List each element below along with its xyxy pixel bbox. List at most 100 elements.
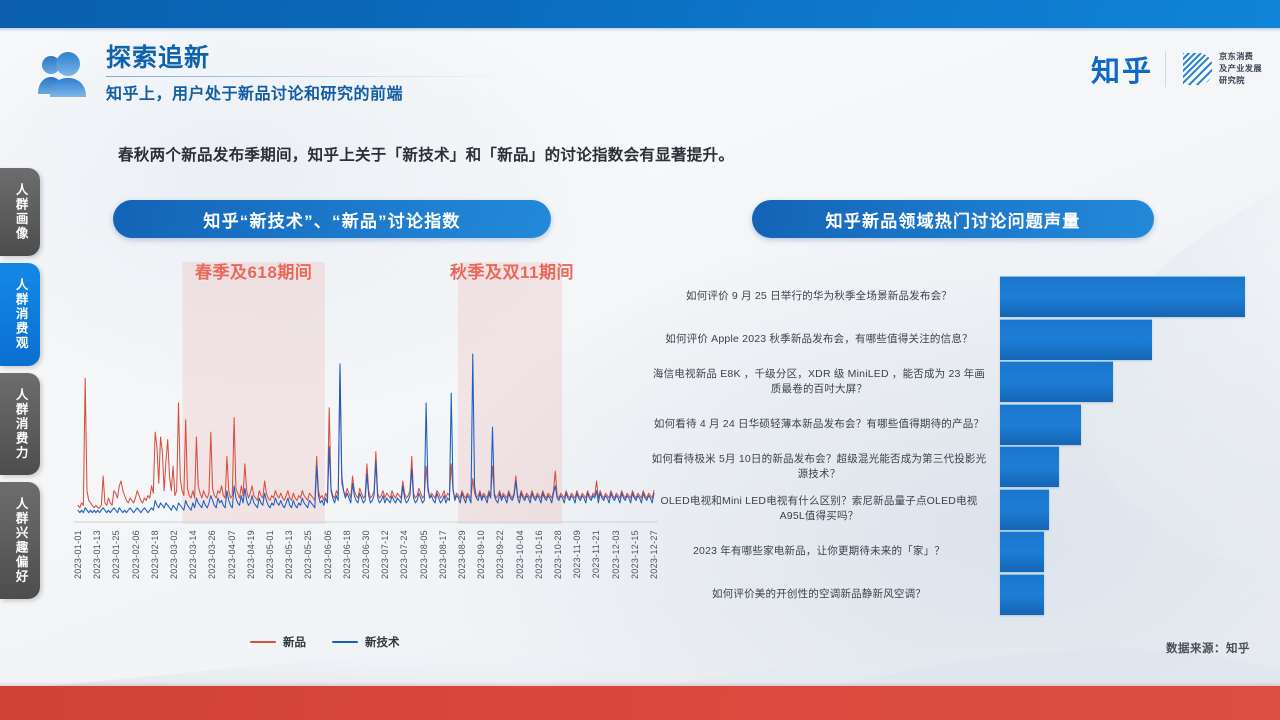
page-subtitle: 知乎上，用户处于新品讨论和研究的前端 xyxy=(106,85,404,103)
bottom-band xyxy=(0,686,1280,720)
zhihu-logo: 知乎 xyxy=(1091,56,1154,88)
sidebar-item-label: 人群兴趣偏好 xyxy=(13,497,28,584)
sidebar-item-renqunxiaofeiguan[interactable]: 人群消费观 xyxy=(0,263,40,366)
x-tick-label: 2023-04-19 xyxy=(245,530,256,580)
bar-chart: 如何评价 9 月 25 日举行的华为秋季全场景新品发布会？ 如何评价 Apple … xyxy=(650,276,1260,616)
jd-mark-icon xyxy=(1178,50,1214,88)
x-tick-label: 2023-01-01 xyxy=(73,530,83,580)
jd-text-line-1: 京东消费 xyxy=(1219,51,1254,61)
x-tick-label: 2023-12-15 xyxy=(629,530,640,580)
legend-label: 新品 xyxy=(283,637,306,649)
x-tick-label: 2023-01-25 xyxy=(111,530,122,580)
people-icon xyxy=(36,50,92,102)
top-band-shadow xyxy=(0,28,1280,32)
bar[interactable] xyxy=(1000,318,1152,360)
legend-item-xinpin: 新品 xyxy=(250,634,306,650)
header-text: 探索追新 知乎上，用户处于新品讨论和研究的前端 xyxy=(106,44,506,106)
x-tick-label: 2023-02-06 xyxy=(130,530,141,580)
x-tick-label: 2023-10-04 xyxy=(514,530,525,580)
jd-institute-logo: 京东消费 及产业发展 研究院 xyxy=(1178,50,1262,88)
bar-track xyxy=(1000,276,1260,317)
question-label: 如何评价 Apple 2023 秋季新品发布会，有哪些值得关注的信息？ xyxy=(665,332,973,345)
annotation-autumn: 秋季及双11期间 xyxy=(450,263,574,282)
x-tick-label: 2023-01-13 xyxy=(92,530,103,580)
sidebar-item-renqunxiaofeili[interactable]: 人群消费力 xyxy=(0,372,40,475)
sidebar-item-label: 人群画像 xyxy=(13,183,28,241)
x-tick-label: 2023-03-14 xyxy=(188,530,199,580)
top-band xyxy=(0,0,1280,28)
bar-track xyxy=(1000,403,1260,445)
x-tick-label: 2023-10-28 xyxy=(553,530,563,580)
x-tick-label: 2023-09-22 xyxy=(495,530,506,580)
x-tick-label: 2023-07-24 xyxy=(399,530,410,580)
jd-institute-text: 京东消费 及产业发展 研究院 xyxy=(1219,51,1262,88)
legend-swatch xyxy=(332,640,358,644)
bar-chart-row: 如何评价 9 月 25 日举行的华为秋季全场景新品发布会？ xyxy=(650,276,1260,317)
line-chart-svg xyxy=(74,262,658,524)
x-tick-label: 2023-10-16 xyxy=(533,530,544,580)
question-label: 如何评价 9 月 25 日举行的华为秋季全场景新品发布会？ xyxy=(686,290,952,303)
bar-chart-row: 如何看待 4 月 24 日华硕轻薄本新品发布会？有哪些值得期待的产品？ xyxy=(650,403,1260,445)
sidebar-item-renqunhuaxiang[interactable]: 人群画像 xyxy=(0,168,40,256)
question-label: 海信电视新品 E8K ，千级分区，XDR 级 MiniLED ，能否成为 23 … xyxy=(652,367,986,395)
right-panel-title: 知乎新品领域热门讨论问题声量 xyxy=(752,200,1154,238)
page-title: 探索追新 xyxy=(106,44,211,72)
bar-chart-row: 2023 年有哪些家电新品，让你更期待未来的「家」？ xyxy=(650,531,1260,572)
header: 探索追新 知乎上，用户处于新品讨论和研究的前端 xyxy=(36,44,506,106)
x-tick-label: 2023-12-03 xyxy=(610,530,621,580)
left-panel-title: 知乎“新技术”、“新品”讨论指数 xyxy=(113,200,551,238)
bar-track xyxy=(1000,488,1260,530)
annotation-spring: 春季及618期间 xyxy=(194,263,313,282)
x-tick-label: 2023-11-09 xyxy=(572,530,583,579)
brand-divider xyxy=(1165,51,1167,87)
legend-item-xinjishu: 新技术 xyxy=(332,634,400,650)
jd-text-line-2: 及产业发展 xyxy=(1219,63,1262,73)
intro-text: 春秋两个新品发布季期间，知乎上关于「新技术」和「新品」的讨论指数会有显著提升。 xyxy=(118,147,735,164)
x-tick-label: 2023-03-26 xyxy=(207,530,218,580)
bar[interactable] xyxy=(1000,531,1045,572)
bar[interactable] xyxy=(1000,276,1245,317)
brand-area: 知乎 xyxy=(1091,48,1262,90)
x-tick-label: 2023-08-05 xyxy=(418,530,429,580)
x-tick-label: 2023-05-25 xyxy=(303,530,314,580)
question-label: OLED电视和Mini LED电视有什么区别？索尼新品量子点OLED电视A95L… xyxy=(660,495,978,522)
x-tick-label: 2023-07-12 xyxy=(380,530,391,580)
x-axis-labels: 2023-01-01 2023-01-13 2023-01-25 2023-02-06… xyxy=(60,530,660,615)
question-label: 2023 年有哪些家电新品，让你更期待未来的「家」？ xyxy=(693,545,945,558)
question-label: 如何评价美的开创性的空调新品静新风空调？ xyxy=(712,587,926,600)
sidebar-item-label: 人群消费力 xyxy=(13,387,28,461)
bar-track xyxy=(1000,318,1260,360)
line-chart: 春季及618期间 秋季及双11期间 2023-01-01 2023-01-13 20… xyxy=(60,262,660,662)
question-label: 如何看待 4 月 24 日华硕轻薄本新品发布会？有哪些值得期待的产品？ xyxy=(653,417,985,430)
bar-chart-row: 海信电视新品 E8K ，千级分区，XDR 级 MiniLED ，能否成为 23 … xyxy=(650,361,1260,402)
x-tick-label: 2023-05-01 xyxy=(265,530,275,580)
bar-track xyxy=(1000,361,1260,402)
bar-track xyxy=(1000,531,1260,572)
x-tick-label: 2023-09-10 xyxy=(476,530,487,580)
x-tick-label: 2023-06-30 xyxy=(361,530,371,580)
x-tick-label: 2023-06-18 xyxy=(341,530,352,580)
data-source: 数据来源：知乎 xyxy=(1166,643,1250,655)
title-divider xyxy=(106,75,506,77)
bar-chart-row: 如何看待极米 5月 10日的新品发布会？超级混光能否成为第三代投影光源技术？ xyxy=(650,446,1260,487)
x-tick-label: 2023-06-06 xyxy=(322,530,333,580)
bar[interactable] xyxy=(1000,446,1059,487)
bar[interactable] xyxy=(1000,573,1045,615)
legend-label: 新技术 xyxy=(365,637,400,649)
bar-track xyxy=(1000,573,1260,615)
bar-chart-row: 如何评价 Apple 2023 秋季新品发布会，有哪些值得关注的信息？ xyxy=(650,318,1260,360)
bar[interactable] xyxy=(1000,403,1081,445)
sidebar-item-renqunxingqupianhao[interactable]: 人群兴趣偏好 xyxy=(0,482,40,599)
legend-swatch xyxy=(250,640,276,644)
chart-legend: 新品 新技术 xyxy=(250,634,400,650)
x-tick-label: 2023-02-18 xyxy=(149,530,160,580)
bar[interactable] xyxy=(1000,361,1113,402)
x-tick-label: 2023-03-02 xyxy=(169,530,179,580)
sidebar: 人群画像 人群消费观 人群消费力 人群兴趣偏好 xyxy=(0,168,40,606)
sidebar-item-label: 人群消费观 xyxy=(13,278,28,351)
bar-chart-row: 如何评价美的开创性的空调新品静新风空调？ xyxy=(650,573,1260,615)
x-tick-label: 2023-08-29 xyxy=(457,530,467,580)
bar[interactable] xyxy=(1000,488,1049,530)
bar-chart-row: OLED电视和Mini LED电视有什么区别？索尼新品量子点OLED电视A95L… xyxy=(650,488,1260,530)
x-tick-label: 2023-11-21 xyxy=(591,530,602,579)
